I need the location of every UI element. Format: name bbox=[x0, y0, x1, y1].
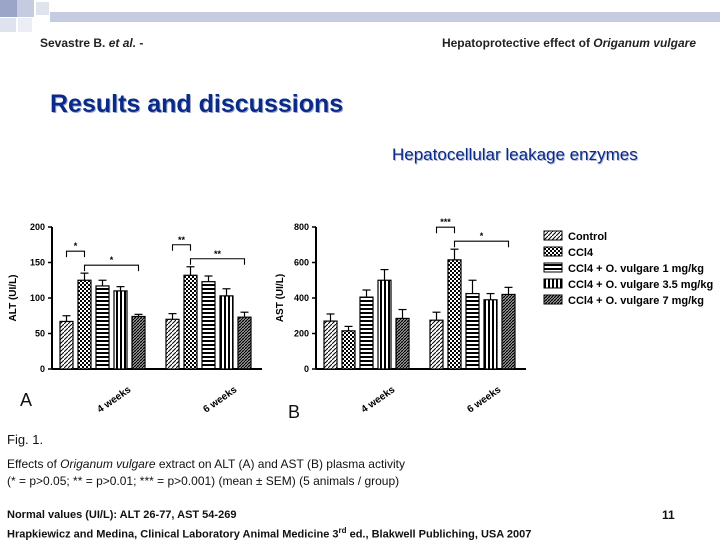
significance-label: *** bbox=[440, 217, 451, 227]
legend-label: CCl4 + O. vulgare 7 mg/kg bbox=[568, 295, 704, 307]
corner-square bbox=[18, 18, 32, 32]
bar bbox=[323, 320, 338, 370]
bar bbox=[483, 299, 498, 370]
significance-label: * bbox=[110, 255, 114, 265]
bar bbox=[131, 315, 146, 370]
normal-values-note: Normal values (UI/L): ALT 26-77, AST 54-… bbox=[7, 509, 532, 541]
corner-square bbox=[0, 0, 17, 17]
y-tick-label: 0 bbox=[304, 364, 309, 374]
significance-label: * bbox=[74, 241, 78, 251]
y-tick-label: 50 bbox=[35, 329, 45, 339]
legend-swatch bbox=[543, 262, 563, 273]
panel-label-b: B bbox=[288, 402, 301, 422]
y-tick-label: 100 bbox=[30, 293, 45, 303]
significance-bracket bbox=[65, 250, 86, 258]
legend-label: CCl4 + O. vulgare 3.5 mg/kg bbox=[568, 279, 713, 291]
bar bbox=[201, 281, 216, 370]
significance-bracket bbox=[189, 258, 246, 265]
significance-label: ** bbox=[178, 235, 186, 245]
bar bbox=[447, 259, 462, 370]
bar bbox=[501, 293, 516, 370]
x-tick-label: 6 weeks bbox=[465, 384, 503, 415]
bar bbox=[165, 318, 180, 370]
header-rule bbox=[50, 12, 720, 22]
significance-bracket bbox=[435, 226, 456, 234]
chart-legend: Control CCl4 CCl4 + O. vulgare 1 mg/kg CCl4… bbox=[543, 230, 713, 307]
y-tick-label: 200 bbox=[294, 329, 309, 339]
bar bbox=[113, 290, 128, 370]
significance-bracket bbox=[171, 244, 192, 251]
y-tick-label: 800 bbox=[294, 222, 309, 232]
corner-square bbox=[17, 0, 34, 17]
significance-bracket bbox=[453, 240, 510, 248]
corner-square bbox=[36, 2, 49, 15]
legend-swatch bbox=[543, 246, 563, 257]
significance-label: * bbox=[480, 231, 484, 241]
bar bbox=[377, 279, 392, 370]
bar bbox=[77, 279, 92, 370]
bar bbox=[341, 330, 356, 370]
panel-label-a: A bbox=[20, 390, 33, 410]
bar bbox=[59, 320, 74, 370]
y-tick-label: 150 bbox=[30, 258, 45, 268]
bar bbox=[95, 285, 110, 370]
y-tick-label: 600 bbox=[294, 258, 309, 268]
figure-label: Fig. 1. bbox=[7, 432, 44, 447]
header-author: Sevastre B. et al. - bbox=[40, 36, 144, 50]
legend-swatch bbox=[543, 230, 563, 241]
legend-label: CCl4 + O. vulgare 1 mg/kg bbox=[568, 263, 704, 275]
legend-swatch bbox=[543, 294, 563, 305]
header-topic: Hepatoprotective effect of Origanum vulg… bbox=[441, 36, 696, 50]
bar bbox=[359, 296, 374, 370]
y-tick-label: 0 bbox=[40, 364, 45, 374]
bar bbox=[183, 274, 198, 370]
page-number: 11 bbox=[662, 508, 675, 522]
slide-subtitle: Hepatocellular leakage enzymes bbox=[392, 145, 638, 164]
y-axis-label: ALT (UI/L) bbox=[8, 274, 19, 321]
bar bbox=[219, 295, 234, 370]
x-tick-label: 6 weeks bbox=[201, 384, 239, 415]
slide-title: Results and discussions bbox=[50, 90, 344, 118]
legend-label: CCl4 bbox=[568, 247, 594, 259]
y-tick-label: 400 bbox=[294, 293, 309, 303]
bar bbox=[429, 319, 444, 370]
y-tick-label: 200 bbox=[30, 222, 45, 232]
legend-label: Control bbox=[568, 231, 607, 243]
bar bbox=[465, 292, 480, 370]
caption-significance: (* = p>0.05; ** = p>0.01; *** = p>0.001)… bbox=[7, 474, 400, 488]
figure-caption: Effects of Origanum vulgare extract on A… bbox=[7, 457, 405, 488]
x-tick-label: 4 weeks bbox=[95, 384, 133, 415]
corner-square bbox=[0, 18, 16, 32]
bar bbox=[237, 316, 252, 370]
legend-swatch bbox=[543, 278, 563, 289]
significance-bracket bbox=[83, 264, 140, 272]
y-axis-label: AST (UI/L) bbox=[275, 274, 286, 322]
significance-label: ** bbox=[214, 249, 222, 259]
x-tick-label: 4 weeks bbox=[359, 384, 397, 415]
bar bbox=[395, 317, 410, 370]
